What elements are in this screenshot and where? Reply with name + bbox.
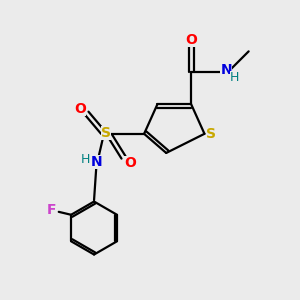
Text: H: H [81, 153, 91, 166]
Text: O: O [185, 33, 197, 47]
Text: O: O [74, 102, 86, 116]
Text: O: O [124, 156, 136, 170]
Text: S: S [101, 126, 111, 140]
Text: N: N [220, 63, 232, 76]
Text: H: H [230, 71, 239, 84]
Text: F: F [47, 203, 57, 218]
Text: N: N [91, 155, 102, 169]
Text: S: S [206, 127, 216, 141]
